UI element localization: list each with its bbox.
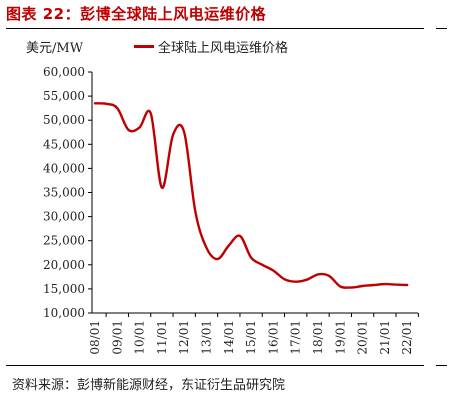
- y-tick-label: 55,000: [43, 89, 85, 103]
- legend-swatch: [134, 45, 154, 48]
- y-tick-label: 25,000: [43, 234, 85, 248]
- legend-label: 全球陆上风电运维价格: [158, 41, 289, 56]
- x-tick-label: 16/01: [266, 320, 280, 355]
- y-tick-label: 10,000: [43, 306, 85, 320]
- x-tick-label: 11/01: [155, 320, 169, 355]
- y-tick-label: 35,000: [43, 186, 85, 200]
- x-tick-label: 19/01: [333, 320, 347, 355]
- x-tick-label: 08/01: [88, 320, 102, 355]
- y-tick-label: 50,000: [43, 113, 85, 127]
- x-tick-label: 10/01: [133, 320, 147, 355]
- y-tick-label: 45,000: [43, 137, 85, 151]
- x-tick-label: 18/01: [311, 320, 325, 355]
- x-tick-label: 15/01: [244, 320, 258, 355]
- legend: 全球陆上风电运维价格: [134, 37, 288, 56]
- source-rule-end: [436, 365, 447, 366]
- title-rule: [6, 28, 424, 29]
- source-rule: [6, 365, 424, 366]
- x-tick-label: 12/01: [177, 320, 191, 355]
- figure-title: 图表 22：彭博全球陆上风电运维价格: [6, 5, 267, 23]
- x-tick-label: 20/01: [356, 320, 370, 355]
- source-note: 资料来源：彭博新能源财经，东证衍生品研究院: [12, 378, 286, 393]
- x-tick-label: 21/01: [378, 320, 392, 355]
- x-tick-label: 22/01: [400, 320, 414, 355]
- y-tick-label: 40,000: [43, 161, 85, 175]
- x-tick-label: 14/01: [222, 320, 236, 355]
- y-unit-label: 美元/MW: [26, 41, 84, 56]
- y-tick-label: 60,000: [43, 65, 85, 79]
- series-line: [93, 102, 409, 289]
- y-tick-label: 15,000: [43, 282, 85, 296]
- x-tick-label: 17/01: [289, 320, 303, 355]
- title-rule-end: [436, 28, 447, 29]
- x-tick-label: 09/01: [110, 320, 124, 355]
- y-tick-label: 30,000: [43, 210, 85, 224]
- x-tick-label: 13/01: [200, 320, 214, 355]
- y-tick-label: 20,000: [43, 258, 85, 272]
